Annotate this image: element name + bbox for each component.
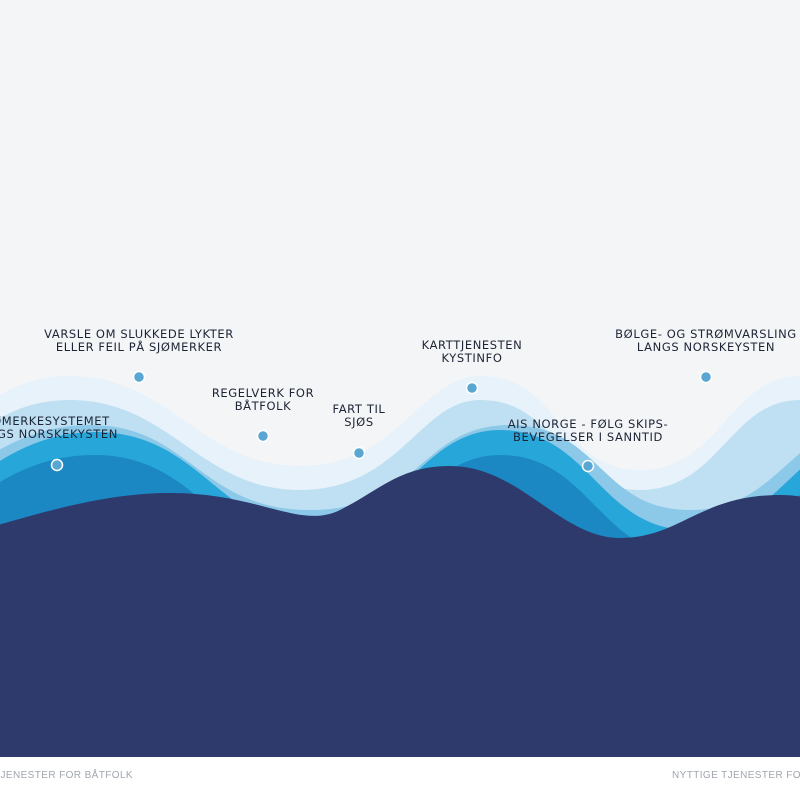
marker-label-line: BØLGE- OG STRØMVARSLING — [615, 327, 797, 341]
marker-dot-fart[interactable] — [352, 446, 366, 460]
marker-label-line: SJØS — [344, 415, 374, 429]
marker-label-line: LANGS NORSKEKYSTEN — [0, 427, 118, 441]
marker-dot-varsle[interactable] — [132, 370, 146, 384]
marker-dot-regelverk[interactable] — [256, 429, 270, 443]
marker-label-fart[interactable]: FART TIL SJØS — [333, 403, 386, 429]
marker-label-line: KARTTJENESTEN — [421, 338, 523, 352]
marker-label-karttjenesten[interactable]: KARTTJENESTEN KYSTINFO — [422, 339, 523, 365]
footer-bar: TJENESTER FOR BÅTFOLK NYTTIGE TJENESTER … — [0, 757, 800, 800]
marker-dot-sjomerkesystemet[interactable] — [50, 458, 64, 472]
marker-label-line: ELLER FEIL PÅ SJØMERKER — [55, 340, 223, 354]
marker-dot-ais[interactable] — [581, 459, 595, 473]
sea-body — [0, 466, 800, 800]
marker-label-line: AIS NORGE - FØLG SKIPS- — [507, 417, 669, 431]
marker-label-line: KYSTINFO — [441, 351, 503, 365]
marker-label-line: LANGS NORSKEYSTEN — [636, 340, 776, 354]
footer-right-text: NYTTIGE TJENESTER FOR — [672, 770, 800, 781]
marker-layer — [50, 370, 713, 473]
marker-label-line: FART TIL — [332, 402, 386, 416]
marker-label-bolge[interactable]: BØLGE- OG STRØMVARSLING LANGS NORSKEYSTEN — [615, 328, 797, 354]
footer-left-text: TJENESTER FOR BÅTFOLK — [0, 770, 133, 781]
marker-label-sjomerkesystemet[interactable]: SJØMERKESYSTEMETLANGS NORSKEKYSTEN — [0, 415, 118, 441]
marker-label-line: BÅTFOLK — [234, 399, 292, 413]
marker-label-line: SJØMERKESYSTEMET — [0, 414, 110, 428]
marker-label-varsle[interactable]: VARSLE OM SLUKKEDE LYKTER ELLER FEIL PÅ S… — [44, 328, 234, 354]
marker-label-line: REGELVERK FOR — [211, 386, 315, 400]
marker-label-line: BEVEGELSER I SANNTID — [513, 430, 663, 444]
marker-dot-karttjenesten[interactable] — [465, 381, 479, 395]
marker-label-regelverk[interactable]: REGELVERK FOR BÅTFOLK — [212, 387, 314, 413]
marker-dot-bolge[interactable] — [699, 370, 713, 384]
marker-label-ais[interactable]: AIS NORGE - FØLG SKIPS- BEVEGELSER I SANN… — [508, 418, 669, 444]
marker-label-line: VARSLE OM SLUKKEDE LYKTER — [44, 327, 234, 341]
